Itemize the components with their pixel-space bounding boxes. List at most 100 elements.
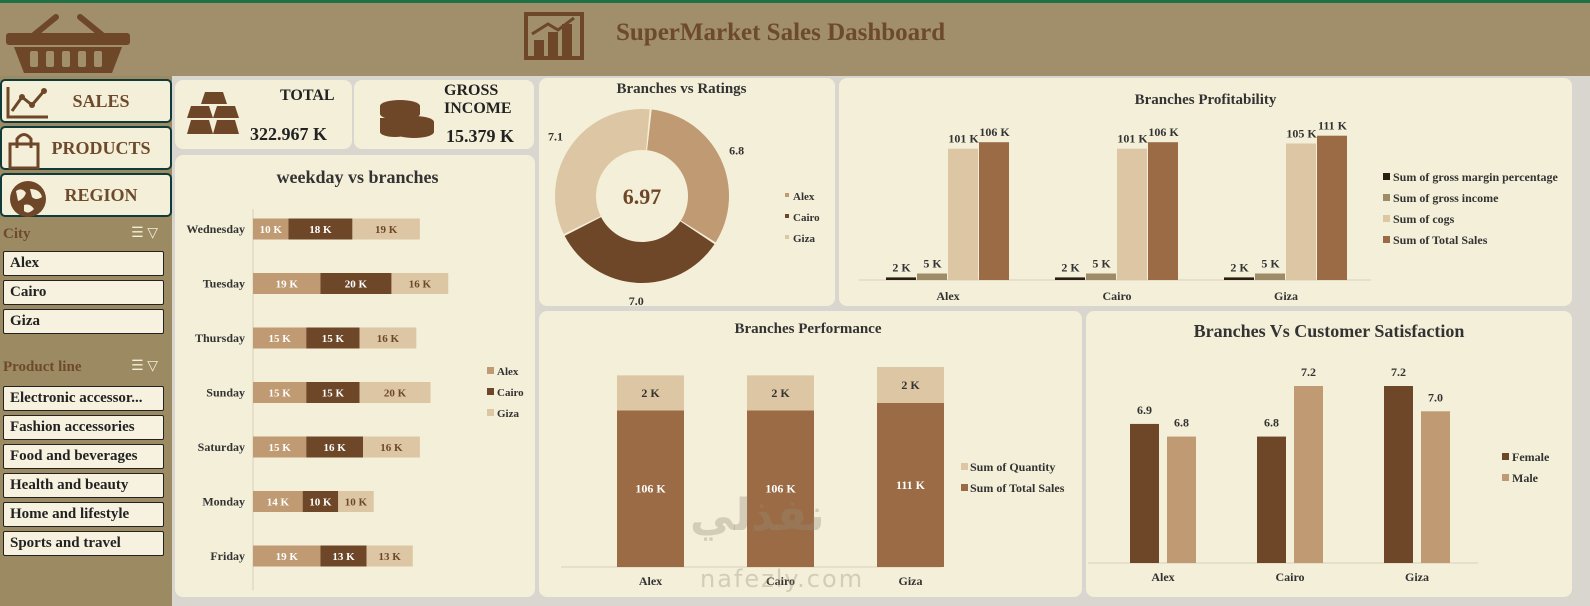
satis-data-label: 6.8	[1264, 416, 1279, 430]
ratings-legend-swatch	[785, 235, 789, 239]
profit-bar	[1286, 143, 1316, 280]
weekday-data-label: 13 K	[332, 551, 355, 563]
weekday-bar	[320, 273, 392, 294]
product-item[interactable]: Home and lifestyle	[3, 502, 164, 527]
satis-data-label: 6.8	[1174, 416, 1189, 430]
nav-sales-button[interactable]: SALES	[0, 79, 172, 123]
perf-data-label-sales: 106 K	[635, 482, 666, 496]
satis-legend-swatch	[1502, 453, 1509, 460]
weekday-data-label: 10 K	[309, 497, 332, 509]
profit-legend-label: Sum of cogs	[1393, 212, 1455, 226]
city-item-alex[interactable]: Alex	[3, 251, 164, 276]
weekday-tick-label: Tuesday	[203, 277, 245, 291]
satis-tick-label: Alex	[1151, 570, 1174, 584]
product-item[interactable]: Health and beauty	[3, 473, 164, 498]
weekday-tick-label: Sunday	[206, 386, 245, 400]
profit-legend-label: Sum of gross margin percentage	[1393, 170, 1559, 184]
slicer-multiselect-filter-icon[interactable]: ☰ ▽	[131, 359, 158, 374]
perf-legend-label: Sum of Total Sales	[970, 481, 1065, 495]
ratings-slice	[647, 109, 729, 243]
weekday-data-label: 16 K	[323, 442, 346, 454]
profit-bar	[1224, 277, 1254, 280]
page-title: SuperMarket Sales Dashboard	[616, 19, 946, 46]
ratings-donut-chart: 6.8 7.0 7.1 6.97 Alex Cairo Giza	[548, 109, 820, 306]
satis-bar	[1167, 436, 1196, 563]
weekday-tick-label: Saturday	[198, 440, 245, 454]
perf-bar-sales	[747, 410, 814, 567]
weekday-bar	[253, 436, 307, 458]
weekday-data-label: 19 K	[276, 279, 299, 291]
weekday-bar	[302, 491, 339, 512]
weekday-legend-swatch	[487, 388, 494, 395]
weekday-legend-label: Giza	[497, 408, 519, 420]
ratings-data-label: 7.0	[629, 294, 644, 306]
product-item[interactable]: Fashion accessories	[3, 415, 164, 440]
weekday-bar	[320, 545, 367, 567]
weekday-data-label: 18 K	[309, 224, 332, 236]
ratings-center-value: 6.97	[623, 184, 662, 209]
weekday-branches-card: weekday vs branches Wednesday 10 K 18 K 19 …	[175, 155, 535, 597]
satis-tick-label: Giza	[1405, 570, 1429, 584]
product-line-slicer: Product line ☰ ▽ Electronic accessor... …	[0, 354, 172, 556]
nav-region-button[interactable]: REGION	[0, 173, 172, 217]
profit-bar	[948, 148, 978, 280]
city-item-cairo[interactable]: Cairo	[3, 280, 164, 305]
weekday-bar	[253, 327, 307, 349]
perf-bar-sales	[617, 410, 684, 567]
product-item[interactable]: Electronic accessor...	[3, 386, 164, 411]
satis-data-label: 7.0	[1428, 390, 1443, 404]
slicer-multiselect-filter-icon[interactable]: ☰ ▽	[131, 226, 158, 241]
weekday-bar	[359, 327, 417, 349]
kpi-total-card: TOTAL 322.967 K	[175, 80, 352, 149]
perf-data-label-quantity: 2 K	[901, 378, 920, 392]
weekday-bar	[253, 273, 321, 294]
gold-bars-icon	[187, 92, 239, 134]
city-item-giza[interactable]: Giza	[3, 309, 164, 334]
satis-bar	[1294, 386, 1323, 563]
weekday-data-label: 16 K	[380, 442, 403, 454]
performance-card: Branches Performance 106 K 2 K Alex 106 K 2 …	[539, 311, 1082, 597]
shopping-bag-icon	[8, 133, 40, 170]
weekday-bar	[366, 545, 413, 567]
weekday-tick-label: Wednesday	[186, 222, 245, 236]
product-item[interactable]: Food and beverages	[3, 444, 164, 469]
weekday-data-label: 15 K	[268, 388, 291, 400]
satis-bar	[1130, 423, 1159, 563]
profit-data-label: 5 K	[1092, 257, 1111, 271]
profit-bar	[917, 273, 947, 280]
profit-legend-swatch	[1383, 194, 1390, 201]
profit-data-label: 111 K	[1318, 119, 1348, 133]
satis-legend-label: Female	[1512, 450, 1550, 464]
perf-data-label-sales: 111 K	[896, 478, 926, 492]
weekday-data-label: 19 K	[375, 224, 398, 236]
profit-tick-label: Alex	[936, 289, 959, 303]
profit-data-label: 2 K	[1230, 260, 1249, 274]
nav-products-button[interactable]: PRODUCTS	[0, 126, 172, 170]
profit-tick-label: Cairo	[1102, 289, 1131, 303]
perf-data-label-sales: 106 K	[765, 482, 796, 496]
weekday-legend-label: Cairo	[497, 387, 524, 399]
profit-data-label: 105 K	[1286, 127, 1317, 141]
weekday-bar	[359, 382, 431, 403]
satis-bar	[1421, 411, 1450, 563]
perf-tick-label: Alex	[639, 574, 662, 588]
ratings-legend-swatch	[785, 193, 789, 197]
weekday-data-label: 13 K	[379, 551, 402, 563]
profit-bar	[1055, 277, 1085, 280]
ratings-data-label: 7.1	[548, 129, 563, 143]
kpi-gross-label-line1: GROSS	[444, 82, 499, 99]
ratings-legend-swatch	[785, 214, 789, 218]
profit-legend-swatch	[1383, 215, 1390, 222]
weekday-data-label: 16 K	[409, 279, 432, 291]
weekday-bar	[253, 218, 289, 240]
weekday-data-label: 20 K	[384, 388, 407, 400]
profit-legend-label: Sum of Total Sales	[1393, 233, 1488, 247]
satis-tick-label: Cairo	[1275, 570, 1304, 584]
bar-chart-icon	[524, 12, 584, 60]
product-item[interactable]: Sports and travel	[3, 531, 164, 556]
weekday-data-label: 15 K	[322, 388, 345, 400]
weekday-data-label: 19 K	[276, 551, 299, 563]
satisfaction-chart: 6.9 6.8 Alex 6.8 7.2 Cairo 7.2 7.0 Giza Female Mal…	[1088, 365, 1550, 584]
perf-tick-label: Giza	[899, 574, 923, 588]
